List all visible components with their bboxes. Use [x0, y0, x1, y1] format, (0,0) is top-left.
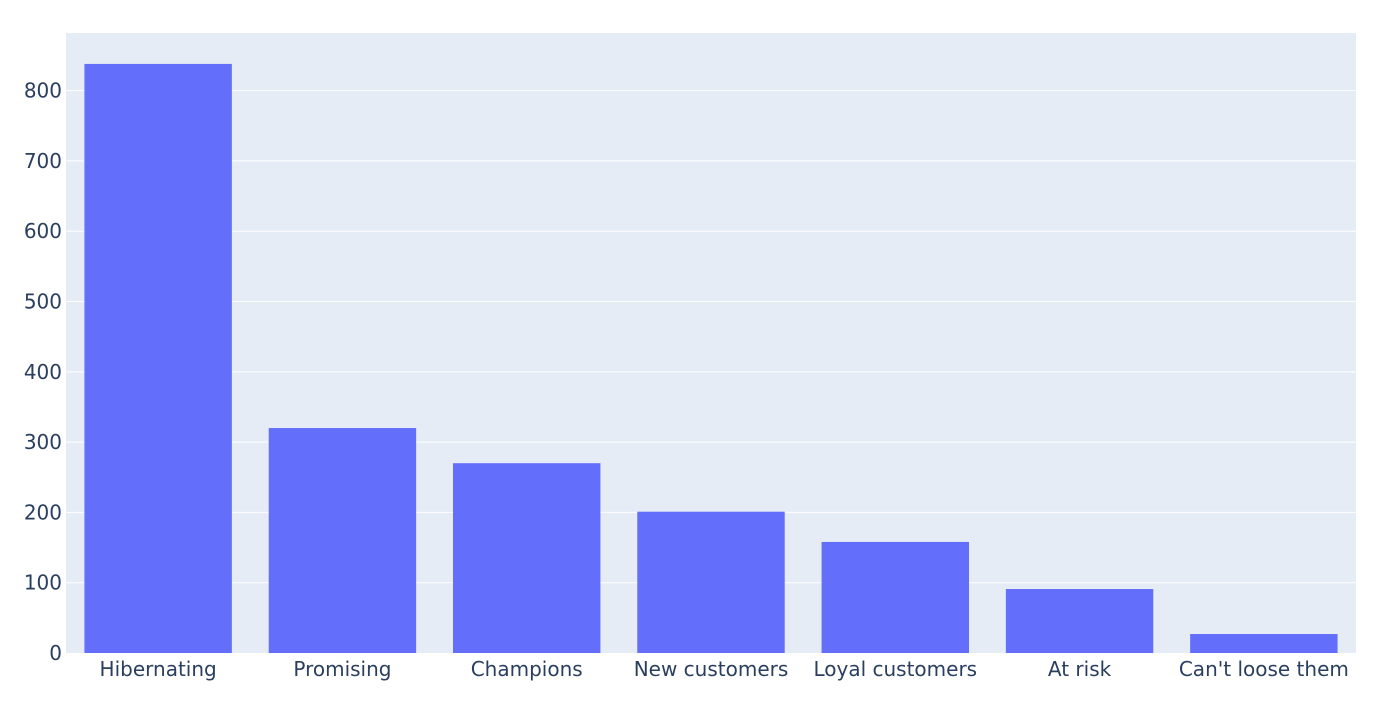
y-tick-label: 400 — [24, 360, 62, 384]
x-axis-ticks: Hibernating Promising Champions New custome… — [100, 657, 1349, 681]
y-tick-label: 300 — [24, 430, 62, 454]
x-tick-label: Hibernating — [100, 657, 217, 681]
bars — [84, 63, 1338, 654]
y-tick-label: 600 — [24, 219, 62, 243]
y-tick-label: 100 — [24, 571, 62, 595]
y-axis-ticks: 0 100 200 300 400 500 600 700 800 — [24, 79, 62, 665]
y-tick-label: 0 — [49, 641, 62, 665]
x-tick-label: New customers — [634, 657, 789, 681]
x-tick-label: Can't loose them — [1179, 657, 1349, 681]
bar-loyal-customers[interactable] — [821, 541, 969, 653]
x-tick-label: Champions — [471, 657, 583, 681]
bar-can-t-loose-them[interactable] — [1190, 634, 1338, 653]
y-tick-label: 200 — [24, 500, 62, 524]
bar-new-customers[interactable] — [637, 511, 785, 653]
y-tick-label: 800 — [24, 79, 62, 103]
bar-at-risk[interactable] — [1005, 589, 1154, 653]
x-tick-label: Loyal customers — [813, 657, 977, 681]
y-tick-label: 500 — [24, 290, 62, 314]
bar-hibernating[interactable] — [84, 63, 232, 654]
x-tick-label: Promising — [293, 657, 391, 681]
x-tick-label: At risk — [1048, 657, 1112, 681]
y-tick-label: 700 — [24, 149, 62, 173]
bar-champions[interactable] — [453, 463, 601, 653]
bar-promising[interactable] — [268, 428, 417, 653]
